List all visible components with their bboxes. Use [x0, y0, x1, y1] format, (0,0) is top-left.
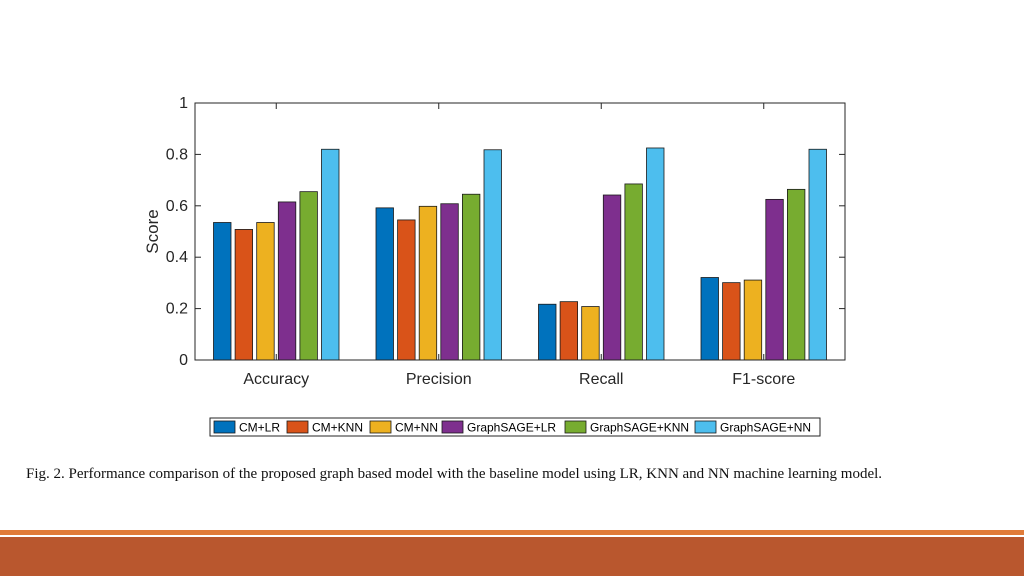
- bar: [375, 207, 394, 361]
- bar: [483, 149, 502, 361]
- bar: [234, 229, 254, 361]
- legend-label: CM+NN: [395, 421, 438, 435]
- y-tick-label: 1: [179, 95, 188, 112]
- performance-bar-chart: Accuracy Precision Recall F1-score 0 0.2 0.4 0.…: [143, 95, 846, 437]
- bar: [700, 277, 719, 361]
- bar: [277, 201, 297, 361]
- bar: [418, 205, 438, 361]
- bar: [397, 219, 416, 361]
- legend-label: GraphSAGE+KNN: [590, 421, 689, 435]
- figure-caption: Fig. 2. Performance comparison of the pr…: [26, 466, 883, 482]
- legend-label: CM+KNN: [312, 421, 363, 435]
- x-tick-label: Precision: [406, 371, 472, 388]
- x-tick-label: Accuracy: [243, 371, 309, 388]
- legend-label: GraphSAGE+NN: [720, 421, 811, 435]
- x-tick-label: Recall: [579, 371, 623, 388]
- legend-box: [209, 417, 821, 437]
- bar: [461, 193, 481, 361]
- legend-swatch: [369, 420, 392, 434]
- chart-container: Accuracy Precision Recall F1-score 0 0.2 0.4 0.…: [143, 95, 846, 437]
- legend-swatch: [213, 420, 236, 434]
- legend-swatch: [564, 420, 587, 434]
- y-tick-label: 0: [179, 352, 188, 369]
- bar: [624, 183, 643, 361]
- legend-swatch: [694, 420, 717, 434]
- bar: [538, 303, 557, 361]
- slide-footer-band: [0, 537, 1024, 576]
- y-tick-label: 0.6: [166, 198, 188, 215]
- bar: [299, 191, 318, 361]
- x-tick-label: F1-score: [732, 371, 795, 388]
- legend-swatch: [441, 420, 464, 434]
- bar: [256, 222, 275, 361]
- legend-swatch: [286, 420, 309, 434]
- y-tick-label: 0.2: [166, 301, 188, 318]
- axes-box: [194, 102, 846, 361]
- bar: [321, 148, 340, 361]
- bar: [743, 279, 763, 361]
- bar: [581, 306, 600, 361]
- legend-label: GraphSAGE+LR: [467, 421, 556, 435]
- bar: [722, 282, 741, 361]
- bar: [808, 148, 827, 361]
- bar: [765, 198, 784, 361]
- bar: [213, 222, 232, 361]
- legend-label: CM+LR: [239, 421, 280, 435]
- y-tick-label: 0.8: [166, 146, 188, 163]
- bar: [646, 147, 665, 361]
- y-axis-label: Score: [143, 209, 162, 253]
- bar: [602, 194, 622, 361]
- slide-footer-accent-line: [0, 530, 1024, 535]
- bar: [440, 203, 459, 361]
- bar: [559, 301, 578, 361]
- y-tick-label: 0.4: [166, 249, 188, 266]
- bar: [787, 188, 806, 361]
